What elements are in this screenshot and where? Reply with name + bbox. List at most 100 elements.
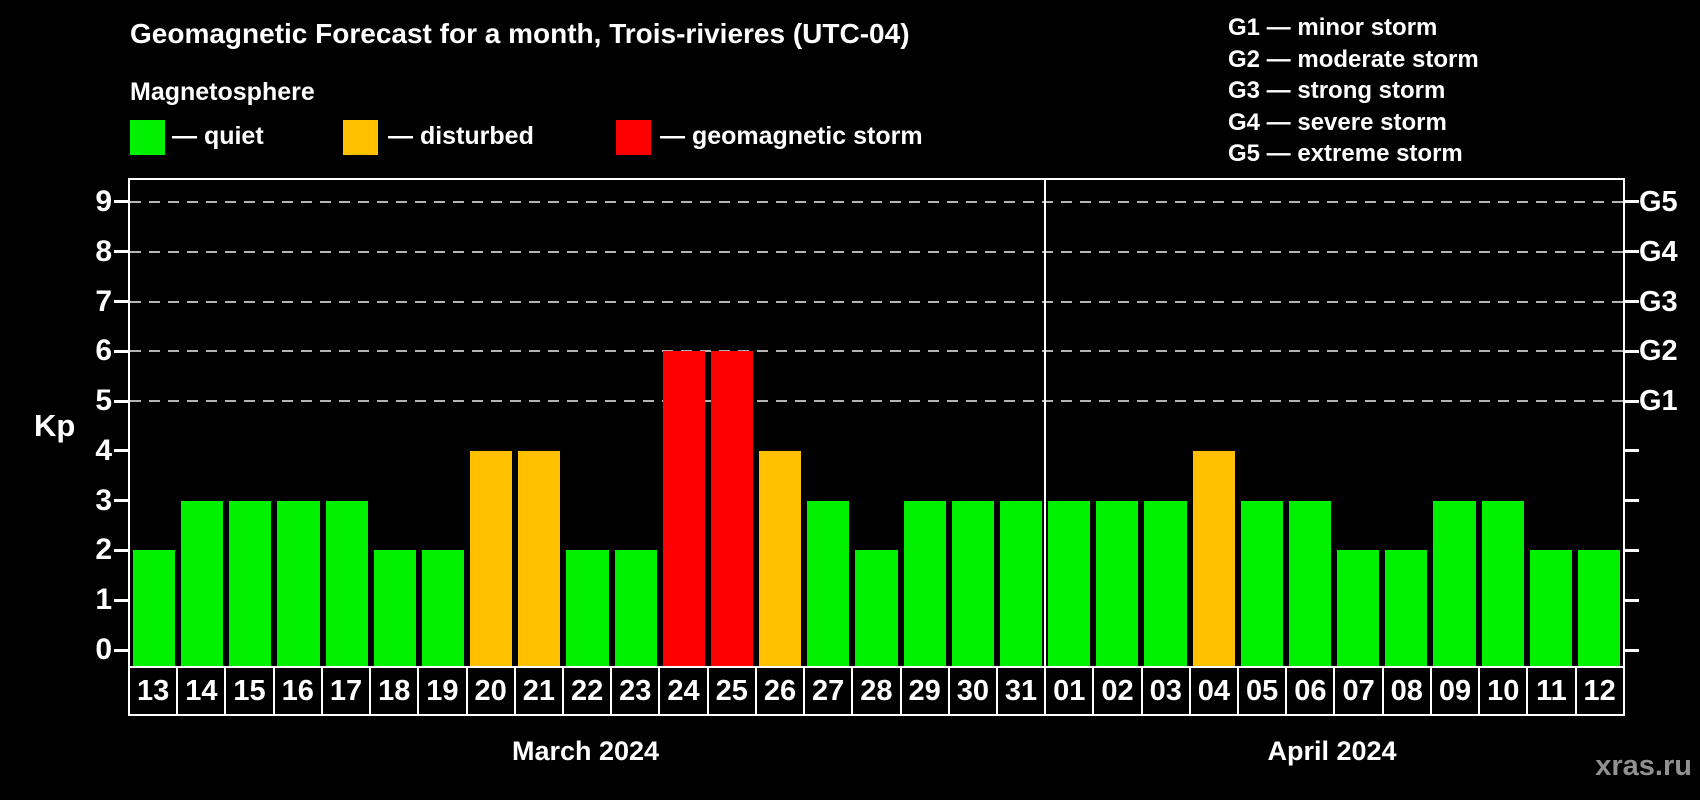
y-tick-left-7 (114, 300, 128, 304)
day-cell: 08 (1384, 668, 1432, 714)
kp-bar-april-02 (1096, 500, 1139, 666)
gridline-kp9 (130, 200, 1623, 203)
day-cell: 13 (130, 668, 179, 714)
disturbed-legend-label: — disturbed (388, 122, 534, 150)
g1-legend-line: G1 — minor storm (1228, 14, 1438, 41)
day-cell: 23 (612, 668, 661, 714)
y-tick-right-9 (1625, 200, 1639, 204)
g5-legend-line: G5 — extreme storm (1228, 140, 1463, 168)
y-tick-left-5 (114, 399, 128, 403)
day-cell: 17 (323, 668, 372, 714)
g2-legend-line: G2 — moderate storm (1228, 45, 1479, 73)
gridline-kp5 (130, 400, 1623, 403)
y-tick-label-3: 3 (95, 483, 112, 517)
day-cell: 06 (1287, 668, 1336, 714)
kp-bar-april-01 (1048, 500, 1091, 666)
storm-legend-swatch-icon (616, 120, 651, 155)
kp-bar-april-07 (1337, 550, 1380, 666)
right-axis-label-g5: G5 (1639, 185, 1678, 218)
kp-bar-april-06 (1288, 500, 1332, 666)
kp-bar-april-09 (1433, 500, 1476, 666)
kp-bar-march-26 (759, 450, 802, 666)
page-title: Geomagnetic Forecast for a month, Trois-… (130, 18, 910, 49)
month-label-0: March 2024 (511, 736, 660, 766)
day-cell: 12 (1583, 674, 1616, 707)
y-tick-label-0: 0 (95, 633, 112, 666)
kp-bar-march-22 (566, 550, 609, 666)
gridline-kp6 (130, 350, 1623, 353)
plot-area (128, 178, 1625, 668)
day-cell: 01 (1046, 668, 1095, 714)
y-tick-left-0 (114, 648, 128, 652)
day-cell: 30 (950, 668, 998, 714)
day-cell: 16 (275, 668, 323, 714)
watermark: xras.ru (1595, 750, 1692, 782)
kp-bar-march-29 (903, 500, 946, 666)
right-axis-label-g3: G3 (1639, 285, 1678, 318)
y-tick-right-5 (1625, 399, 1639, 403)
day-cell: 04 (1191, 668, 1240, 714)
y-tick-left-8 (114, 250, 128, 254)
g4-legend-line: G4 — severe storm (1228, 108, 1447, 136)
kp-bar-march-16 (277, 500, 320, 666)
right-axis-label-g4: G4 (1639, 235, 1678, 268)
kp-bar-april-08 (1385, 550, 1428, 666)
magnetosphere-label: Magnetosphere (130, 78, 315, 106)
kp-bar-march-21 (518, 450, 561, 666)
right-axis-label-g1: G1 (1639, 385, 1678, 418)
y-tick-label-2: 2 (95, 533, 112, 567)
kp-bar-march-27 (807, 500, 850, 666)
day-cell: 26 (757, 668, 806, 714)
kp-bar-march-13 (133, 550, 176, 666)
day-cell: 28 (853, 668, 902, 714)
kp-bar-march-20 (470, 450, 513, 666)
kp-bar-april-11 (1529, 550, 1572, 666)
kp-bar-march-19 (421, 550, 465, 666)
y-tick-right-0 (1625, 648, 1639, 652)
day-cell: 05 (1239, 668, 1288, 714)
y-tick-left-1 (114, 598, 128, 602)
y-tick-label-1: 1 (95, 583, 112, 617)
day-cell: 11 (1528, 668, 1577, 714)
y-tick-left-9 (114, 200, 128, 204)
kp-bar-march-28 (855, 550, 898, 666)
y-tick-label-9: 9 (95, 184, 112, 218)
y-axis-title: Kp (34, 408, 76, 443)
day-cell: 03 (1143, 668, 1191, 714)
kp-bar-april-03 (1144, 500, 1187, 666)
day-cell: 21 (516, 668, 564, 714)
y-tick-left-2 (114, 548, 128, 552)
y-tick-label-6: 6 (95, 334, 112, 368)
y-tick-label-7: 7 (95, 284, 112, 318)
y-tick-right-4 (1625, 449, 1639, 453)
g3-legend-line: G3 — strong storm (1228, 77, 1446, 105)
day-cell: 20 (468, 668, 516, 714)
day-cell: 24 (660, 668, 709, 714)
kp-bar-march-18 (373, 550, 416, 666)
plot-inner (130, 180, 1623, 666)
kp-bar-march-30 (951, 500, 994, 666)
kp-bar-april-05 (1240, 500, 1283, 666)
g-scale-legend: G1 — minor storm G2 — moderate storm G3 … (1228, 12, 1479, 170)
quiet-legend-swatch-icon (130, 120, 165, 155)
y-tick-right-8 (1625, 250, 1639, 254)
storm-legend-label: — geomagnetic storm (660, 122, 923, 150)
day-cell: 02 (1094, 668, 1143, 714)
y-tick-label-5: 5 (95, 384, 112, 418)
day-cell: 19 (419, 668, 468, 714)
kp-bar-march-24 (662, 351, 705, 666)
y-tick-right-2 (1625, 548, 1639, 552)
y-tick-right-6 (1625, 349, 1639, 353)
kp-bar-march-15 (229, 500, 272, 666)
day-cell: 22 (564, 668, 613, 714)
kp-bar-april-04 (1192, 450, 1235, 666)
month-label-1: April 2024 (1267, 736, 1397, 766)
y-tick-right-1 (1625, 598, 1639, 602)
y-tick-left-4 (114, 449, 128, 453)
y-tick-left-6 (114, 349, 128, 353)
day-cell: 18 (371, 668, 420, 714)
y-tick-right-7 (1625, 300, 1639, 304)
kp-bar-march-17 (325, 500, 368, 666)
day-cell: 15 (226, 668, 275, 714)
